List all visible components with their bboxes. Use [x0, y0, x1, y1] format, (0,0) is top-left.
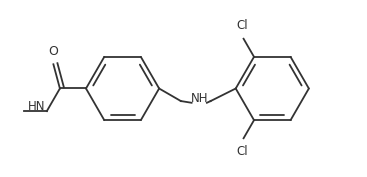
- Text: Cl: Cl: [236, 19, 248, 32]
- Text: NH: NH: [190, 92, 208, 105]
- Text: O: O: [48, 45, 58, 58]
- Text: Cl: Cl: [236, 145, 248, 158]
- Text: HN: HN: [28, 100, 46, 113]
